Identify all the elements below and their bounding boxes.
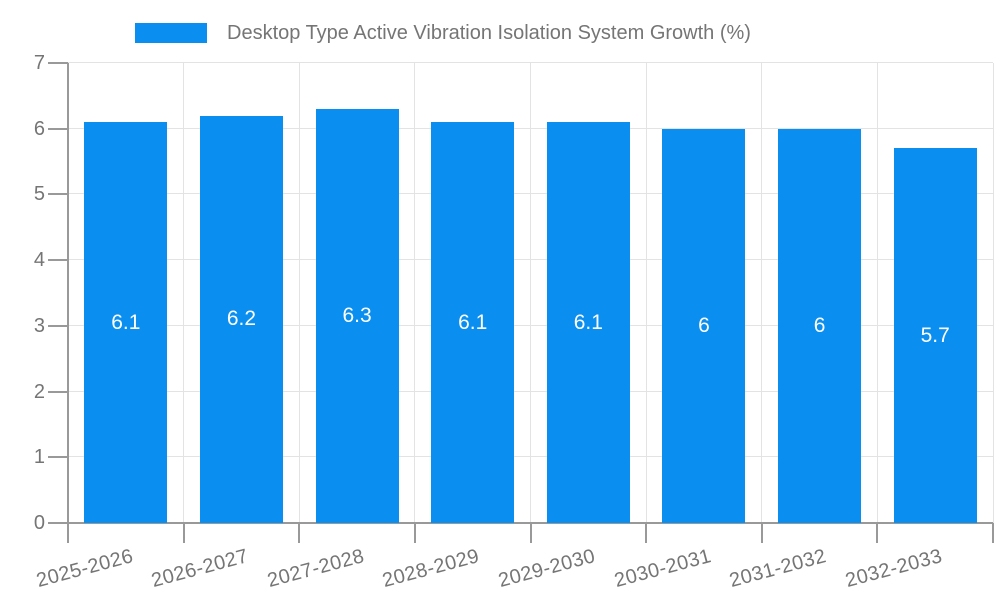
x-axis-tick [413, 523, 416, 543]
bar [431, 122, 515, 523]
y-axis-line [67, 63, 69, 523]
v-gridline [298, 63, 300, 523]
y-axis-tick-label: 1 [33, 446, 45, 469]
v-gridline [414, 63, 416, 523]
bar-value-label: 6.1 [573, 310, 603, 334]
y-axis-tick [48, 127, 68, 130]
y-axis-tick [48, 456, 68, 459]
bar-value-label: 6 [813, 313, 826, 337]
v-gridline [183, 63, 185, 523]
bar-value-label: 5.7 [920, 323, 950, 347]
y-axis-tick-label: 6 [33, 117, 45, 140]
v-gridline [992, 63, 994, 523]
x-axis-category-label: 2027-2028 [264, 545, 367, 592]
x-axis-tick [298, 523, 301, 543]
x-axis-tick [67, 523, 69, 543]
y-axis-tick-label: 0 [33, 512, 45, 534]
y-axis-tick [48, 522, 68, 524]
v-gridline [761, 63, 763, 523]
chart-legend: Desktop Type Active Vibration Isolation … [135, 23, 751, 43]
bar [893, 148, 977, 523]
bar [778, 128, 862, 523]
x-axis-tick [992, 523, 994, 543]
y-axis-tick [48, 193, 68, 196]
y-axis-tick-label: 3 [33, 314, 45, 337]
y-axis-tick [48, 62, 68, 64]
x-axis-category-label: 2030-2031 [611, 545, 714, 592]
bar [662, 128, 746, 523]
x-axis-tick [760, 523, 763, 543]
chart-title: Desktop Type Active Vibration Isolation … [227, 22, 751, 44]
x-axis-category-label: 2031-2032 [727, 545, 829, 592]
y-axis-tick-label: 4 [33, 249, 45, 272]
y-axis-tick-label: 7 [33, 52, 45, 74]
h-gridline [68, 62, 993, 63]
bar-value-label: 6.1 [111, 310, 141, 334]
y-axis-tick [48, 390, 68, 393]
v-gridline [645, 63, 647, 523]
bar [315, 109, 399, 523]
x-axis-category-label: 2028-2029 [380, 545, 483, 592]
bar-value-label: 6.3 [342, 304, 372, 327]
bar-value-label: 6.2 [226, 307, 257, 331]
x-axis-tick [529, 523, 532, 543]
legend-swatch [135, 23, 207, 43]
y-axis-tick [48, 324, 68, 327]
bar-value-label: 6.1 [458, 310, 488, 334]
bar [199, 115, 283, 523]
bar-value-label: 6 [698, 313, 710, 337]
x-axis-category-label: 2029-2030 [496, 545, 598, 592]
x-axis-category-label: 2026-2027 [149, 545, 251, 592]
bar [84, 122, 168, 523]
v-gridline [876, 63, 878, 523]
y-axis-tick-label: 5 [33, 183, 45, 206]
x-axis-tick [645, 523, 648, 543]
v-gridline [530, 63, 531, 523]
x-axis-tick [182, 523, 185, 543]
plot-area: 6.1 6.2 6.3 6.1 6.1 6 6 5.7 [48, 62, 994, 543]
y-axis-tick-label: 2 [33, 380, 45, 403]
bar [546, 122, 630, 523]
x-axis-tick [876, 523, 879, 543]
x-axis-category-label: 2032-2033 [843, 545, 945, 592]
y-axis-tick [48, 259, 68, 262]
x-axis-category-label: 2025-2026 [33, 545, 136, 592]
